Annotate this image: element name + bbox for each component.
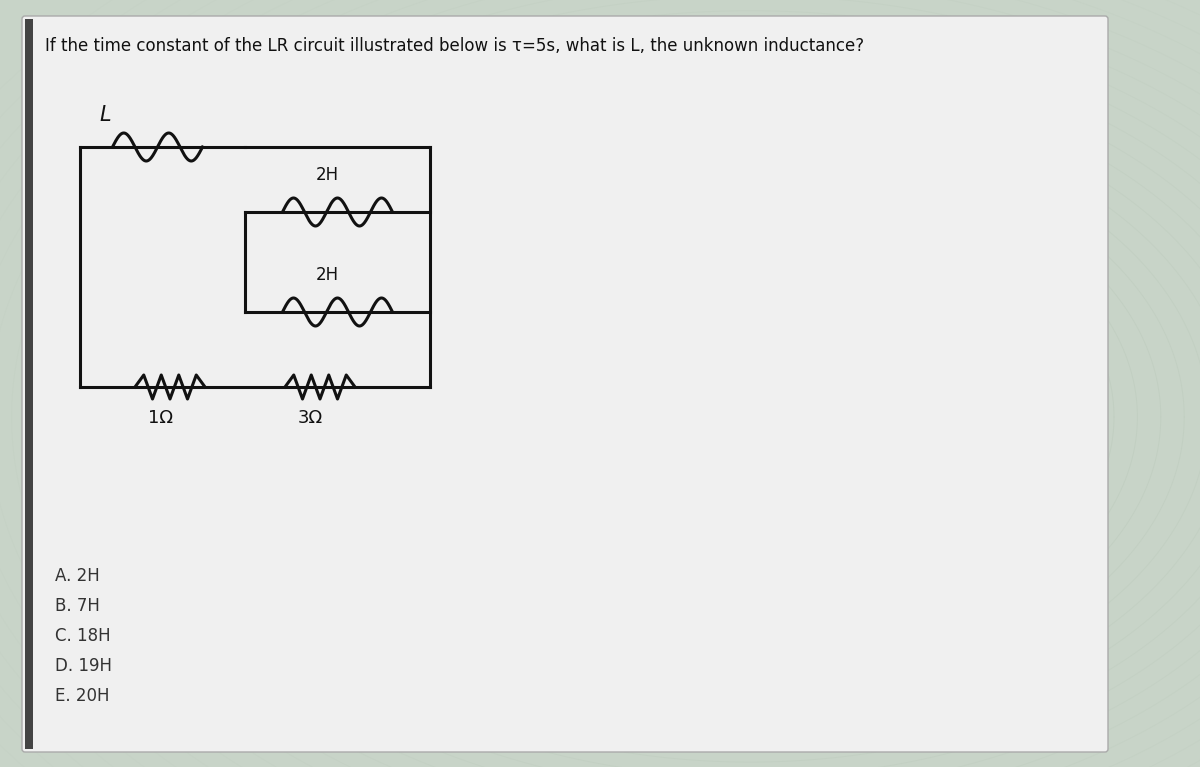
Text: B. 7H: B. 7H [55, 597, 100, 615]
Text: D. 19H: D. 19H [55, 657, 112, 675]
Text: If the time constant of the LR circuit illustrated below is τ=5s, what is L, the: If the time constant of the LR circuit i… [46, 37, 864, 55]
Text: E. 20H: E. 20H [55, 687, 109, 705]
Text: 1Ω: 1Ω [148, 409, 173, 427]
Text: L: L [100, 105, 112, 125]
FancyBboxPatch shape [22, 16, 1108, 752]
Text: 2H: 2H [316, 166, 340, 184]
Bar [25, 19, 34, 749]
Text: A. 2H: A. 2H [55, 567, 100, 585]
Text: 3Ω: 3Ω [298, 409, 323, 427]
Text: C. 18H: C. 18H [55, 627, 110, 645]
Text: 2H: 2H [316, 266, 340, 284]
